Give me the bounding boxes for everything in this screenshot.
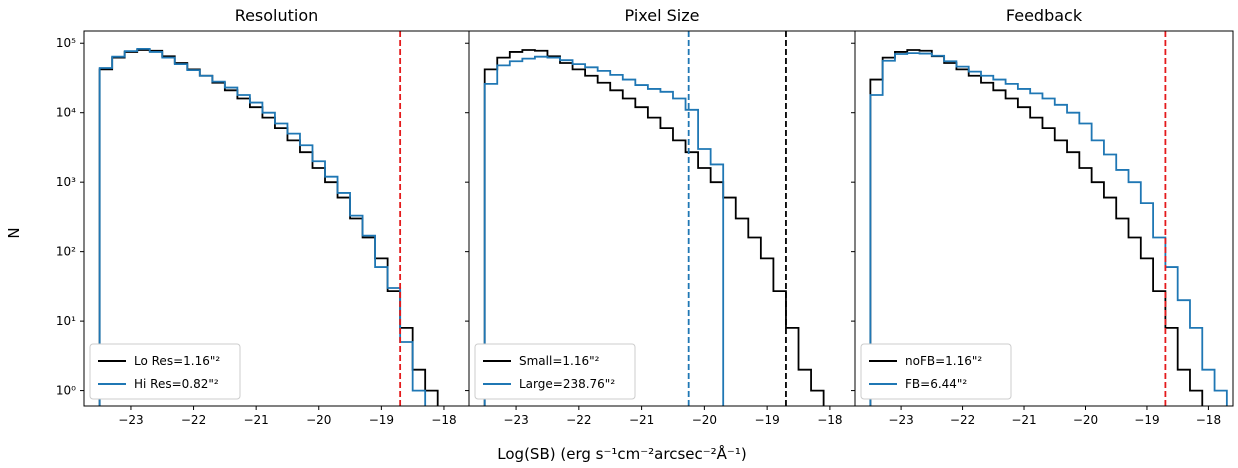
panel-title: Resolution — [235, 6, 319, 25]
x-tick-label: −23 — [888, 413, 913, 427]
series-group — [98, 47, 439, 406]
legend-label: Large=238.76"² — [519, 377, 615, 391]
x-tick-label: −20 — [692, 413, 717, 427]
panel-title: Feedback — [1006, 6, 1083, 25]
x-tick-label: −19 — [754, 413, 779, 427]
x-tick-label: −22 — [566, 413, 591, 427]
panel-3: Feedback −23 −22 −21 −20 −19 −18 noFB=1.16"² FB=… — [851, 6, 1234, 427]
panels: Resolution −23 −22 −21 −20 −19 −18 10⁰ 10¹ 10² 10³… — [56, 6, 1234, 427]
x-tick-label: −22 — [950, 413, 975, 427]
series-line-1 — [483, 49, 825, 406]
panel-1: Resolution −23 −22 −21 −20 −19 −18 10⁰ 10¹ 10² 10³… — [56, 6, 470, 427]
x-tick-label: −23 — [503, 413, 528, 427]
legend-label: Hi Res=0.82"² — [134, 377, 219, 391]
x-tick-label: −19 — [1134, 413, 1159, 427]
x-tick-label: −23 — [118, 413, 143, 427]
legend-label: FB=6.44"² — [905, 377, 967, 391]
x-tick-label: −21 — [243, 413, 268, 427]
legend: Small=1.16"² Large=238.76"² — [474, 343, 636, 400]
x-tick-label: −21 — [1011, 413, 1036, 427]
x-tick-label: −22 — [181, 413, 206, 427]
series-line-1 — [869, 49, 1204, 406]
x-tick-label: −18 — [817, 413, 842, 427]
legend: Lo Res=1.16"² Hi Res=0.82"² — [89, 343, 241, 400]
x-tick-label: −18 — [431, 413, 456, 427]
panel-title: Pixel Size — [625, 6, 700, 25]
y-tick-label: 10⁰ — [56, 384, 76, 398]
x-tick-label: −21 — [629, 413, 654, 427]
series-line-2 — [98, 47, 427, 406]
x-tick-label: −20 — [306, 413, 331, 427]
series-group — [869, 49, 1228, 406]
y-tick-label: 10¹ — [56, 314, 76, 328]
x-tick-label: −18 — [1196, 413, 1221, 427]
series-line-1 — [98, 49, 439, 406]
y-tick-label: 10⁵ — [56, 36, 76, 50]
series-line-2 — [483, 55, 725, 406]
x-axis-label: Log(SB) (erg s⁻¹cm⁻²arcsec⁻²Å⁻¹) — [497, 444, 746, 463]
legend-label: Small=1.16"² — [519, 354, 600, 368]
y-tick-label: 10² — [56, 245, 76, 259]
legend-label: Lo Res=1.16"² — [134, 354, 220, 368]
x-tick-label: −19 — [369, 413, 394, 427]
y-tick-label: 10⁴ — [56, 106, 76, 120]
legend: noFB=1.16"² FB=6.44"² — [860, 343, 1012, 400]
y-tick-label: 10³ — [56, 175, 76, 189]
y-axis-label: N — [5, 227, 23, 238]
axes-frame — [854, 30, 1234, 407]
series-line-2 — [869, 52, 1228, 406]
x-tick-label: −20 — [1073, 413, 1098, 427]
panel-2: Pixel Size −23 −22 −21 −20 −19 −18 Small=1.16"²… — [465, 6, 856, 427]
legend-label: noFB=1.16"² — [905, 354, 982, 368]
series-group — [483, 49, 825, 406]
